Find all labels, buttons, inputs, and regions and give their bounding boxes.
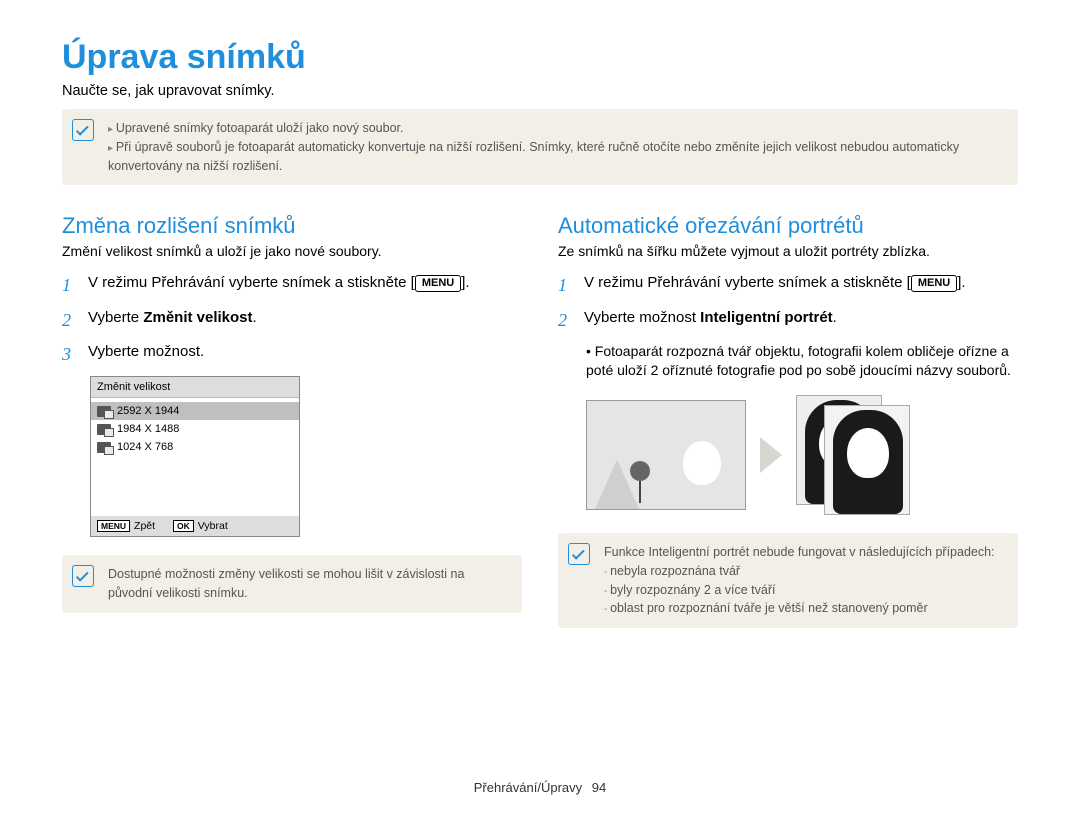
cam-menu-option[interactable]: 2592 X 1944 xyxy=(91,402,299,420)
step-text: Vyberte možnost Inteligentní portrét. xyxy=(584,308,1018,332)
page-title: Úprava snímků xyxy=(62,38,1018,77)
right-step-1: 1 V režimu Přehrávání vyberte snímek a s… xyxy=(558,273,1018,297)
resolution-icon xyxy=(97,442,111,453)
camera-menu-screenshot: Změnit velikost 2592 X 1944 1984 X 1488 … xyxy=(90,376,300,537)
cam-footer-select: OKVybrat xyxy=(173,520,228,532)
left-note-box: Dostupné možnosti změny velikosti se moh… xyxy=(62,555,522,613)
resolution-icon xyxy=(97,424,111,435)
arrow-right-icon xyxy=(760,437,782,473)
cropped-portrait-front xyxy=(824,405,910,515)
face-illustration xyxy=(671,427,733,505)
cam-menu-title: Změnit velikost xyxy=(91,377,299,398)
right-note-box: Funkce Inteligentní portrét nebude fungo… xyxy=(558,533,1018,628)
page-footer: Přehrávání/Úpravy 94 xyxy=(0,780,1080,795)
left-step-2: 2 Vyberte Změnit velikost. xyxy=(62,308,522,332)
step-text: V režimu Přehrávání vyberte snímek a sti… xyxy=(584,273,1018,297)
page-subtitle: Naučte se, jak upravovat snímky. xyxy=(62,83,1018,99)
step-number: 1 xyxy=(558,273,574,297)
portrait-illustration xyxy=(586,395,1018,515)
top-note-item: Upravené snímky fotoaparát uloží jako no… xyxy=(108,119,1004,138)
resolution-icon xyxy=(97,406,111,417)
right-note-list: nebyla rozpoznána tvář byly rozpoznány 2… xyxy=(604,562,1004,618)
content-columns: Změna rozlišení snímků Změní velikost sn… xyxy=(62,213,1018,628)
cam-menu-option[interactable]: 1984 X 1488 xyxy=(91,420,299,438)
left-intro: Změní velikost snímků a uloží je jako no… xyxy=(62,243,522,259)
step-number: 1 xyxy=(62,273,78,297)
source-photo-illustration xyxy=(586,400,746,510)
note-icon xyxy=(72,565,94,587)
right-column: Automatické ořezávání portrétů Ze snímků… xyxy=(558,213,1018,628)
note-icon xyxy=(568,543,590,565)
right-heading: Automatické ořezávání portrétů xyxy=(558,213,1018,239)
footer-page-number: 94 xyxy=(592,780,606,795)
top-note-list: Upravené snímky fotoaparát uloží jako no… xyxy=(108,119,1004,175)
right-note-intro: Funkce Inteligentní portrét nebude fungo… xyxy=(604,543,1004,562)
footer-section: Přehrávání/Úpravy xyxy=(474,780,582,795)
right-note-item: oblast pro rozpoznání tváře je větší než… xyxy=(604,599,1004,618)
right-intro: Ze snímků na šířku můžete vyjmout a ulož… xyxy=(558,243,1018,259)
step-text: Vyberte Změnit velikost. xyxy=(88,308,522,332)
cropped-portraits-illustration xyxy=(796,395,916,515)
step-number: 3 xyxy=(62,342,78,366)
left-step-1: 1 V režimu Přehrávání vyberte snímek a s… xyxy=(62,273,522,297)
right-note-item: byly rozpoznány 2 a více tváří xyxy=(604,581,1004,600)
step-text: V režimu Přehrávání vyberte snímek a sti… xyxy=(88,273,522,297)
top-note-box: Upravené snímky fotoaparát uloží jako no… xyxy=(62,109,1018,185)
left-note-text: Dostupné možnosti změny velikosti se moh… xyxy=(108,567,464,600)
right-step-bullet: Fotoaparát rozpozná tvář objektu, fotogr… xyxy=(586,342,1018,381)
cam-menu-footer: MENUZpět OKVybrat xyxy=(91,516,299,536)
note-icon xyxy=(72,119,94,141)
menu-button-label: MENU xyxy=(415,275,461,292)
cam-option-label: 2592 X 1944 xyxy=(117,405,179,417)
right-step-2: 2 Vyberte možnost Inteligentní portrét. xyxy=(558,308,1018,332)
left-column: Změna rozlišení snímků Změní velikost sn… xyxy=(62,213,522,628)
menu-button-label: MENU xyxy=(911,275,957,292)
right-note-content: Funkce Inteligentní portrét nebude fungo… xyxy=(604,543,1004,618)
left-heading: Změna rozlišení snímků xyxy=(62,213,522,239)
left-step-3: 3 Vyberte možnost. xyxy=(62,342,522,366)
cam-option-label: 1024 X 768 xyxy=(117,441,173,453)
step-number: 2 xyxy=(62,308,78,332)
cam-option-label: 1984 X 1488 xyxy=(117,423,179,435)
cam-menu-option[interactable]: 1024 X 768 xyxy=(91,438,299,456)
step-text: Vyberte možnost. xyxy=(88,342,522,366)
tree-icon xyxy=(639,479,641,503)
top-note-item: Při úpravě souborů je fotoaparát automat… xyxy=(108,138,1004,176)
step-number: 2 xyxy=(558,308,574,332)
right-note-item: nebyla rozpoznána tvář xyxy=(604,562,1004,581)
cam-menu-body: 2592 X 1944 1984 X 1488 1024 X 768 xyxy=(91,398,299,516)
cam-footer-back: MENUZpět xyxy=(97,520,155,532)
